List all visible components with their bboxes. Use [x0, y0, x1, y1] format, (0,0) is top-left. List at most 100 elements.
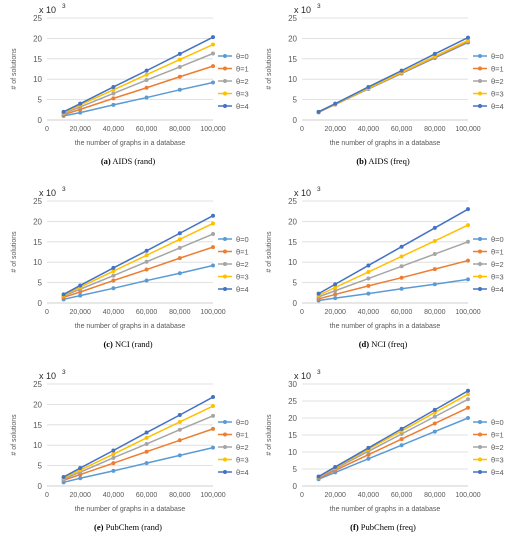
data-point [366, 269, 371, 274]
data-point [177, 237, 182, 242]
legend-swatch-marker [223, 104, 227, 108]
legend-entry-theta2: θ=2 [218, 260, 249, 269]
caption-label: (e) [94, 522, 104, 532]
legend-label: θ=2 [236, 260, 249, 269]
legend-entry-theta2: θ=2 [218, 443, 249, 452]
data-point [333, 282, 338, 287]
y-tick-label: 10 [288, 258, 297, 267]
x-axis-label: the number of graphs in a database [330, 506, 441, 513]
legend-label: θ=4 [491, 285, 504, 294]
x-tick-label: 60,000 [136, 492, 158, 499]
y-tick-label: 15 [288, 238, 297, 247]
data-point [399, 68, 404, 73]
data-point [432, 429, 437, 434]
y-tick-label: 15 [288, 431, 297, 440]
legend-label: θ=1 [236, 431, 249, 440]
data-point [466, 223, 470, 228]
chart-panel-2: 0 5 10 15 20 25 0 20,000 40,000 60,000 80,000 100,0… [266, 3, 504, 166]
caption-text: PubChem (rand) [106, 522, 163, 532]
legend-swatch-marker [223, 262, 227, 266]
data-point [211, 395, 215, 400]
y-tick-label: 25 [33, 14, 42, 23]
y-multiplier-exponent: 3 [317, 3, 321, 10]
data-point [211, 404, 215, 409]
data-point [466, 392, 470, 397]
y-tick-label: 0 [38, 482, 43, 491]
legend-label: θ=4 [491, 468, 504, 477]
data-point [144, 449, 149, 454]
x-axis-label: the number of graphs in a database [330, 323, 441, 330]
caption-label: (c) [103, 339, 113, 349]
series-line-theta4 [63, 396, 214, 478]
legend-label: θ=2 [236, 77, 249, 86]
legend-label: θ=0 [236, 52, 249, 61]
x-axis-label: the number of graphs in a database [75, 323, 186, 330]
legend-entry-theta2: θ=2 [473, 260, 504, 269]
legend-swatch-marker [478, 420, 482, 424]
data-point [466, 397, 470, 402]
data-point [333, 285, 338, 290]
x-tick-label: 20,000 [69, 309, 91, 316]
legend-entry-theta3: θ=3 [473, 456, 504, 465]
data-point [177, 245, 182, 250]
data-point [432, 51, 437, 56]
data-point [366, 456, 371, 461]
x-tick-label: 60,000 [136, 309, 158, 316]
chart-panel-3: 0 5 10 15 20 25 0 20,000 40,000 60,000 80,000 100,0… [11, 186, 249, 349]
data-point [466, 416, 470, 420]
data-point [466, 388, 470, 393]
legend-entry-theta0: θ=0 [218, 52, 249, 61]
x-tick-label: 80,000 [424, 492, 446, 499]
y-multiplier-exponent: 3 [317, 186, 321, 193]
legend-label: θ=4 [491, 102, 504, 111]
data-point [466, 405, 470, 410]
legend-label: θ=3 [236, 456, 249, 465]
data-point [211, 51, 215, 56]
data-point [211, 42, 215, 47]
y-multiplier-exponent: 3 [62, 369, 66, 376]
x-tick-label: 0 [300, 492, 304, 499]
y-tick-label: 25 [288, 397, 297, 406]
data-point [399, 437, 404, 442]
data-point [466, 207, 470, 212]
data-point [211, 245, 215, 250]
legend-swatch-marker [223, 287, 227, 291]
x-tick-label: 100,000 [455, 492, 480, 499]
data-point [144, 278, 149, 283]
legend-swatch-marker [478, 54, 482, 58]
data-point [432, 421, 437, 426]
data-point [177, 453, 182, 458]
legend-label: θ=0 [491, 52, 504, 61]
y-multiplier: x 10 [39, 188, 56, 198]
data-point [211, 35, 215, 40]
series-line-theta4 [318, 208, 469, 295]
x-tick-label: 40,000 [358, 309, 380, 316]
y-tick-label: 10 [33, 441, 42, 450]
legend-swatch-marker [478, 237, 482, 241]
x-tick-label: 0 [45, 126, 49, 133]
data-point [399, 275, 404, 280]
data-point [78, 110, 83, 115]
y-tick-label: 0 [293, 299, 298, 308]
data-point [144, 441, 149, 446]
legend-label: θ=0 [236, 418, 249, 427]
x-tick-label: 100,000 [200, 126, 225, 133]
y-tick-label: 0 [293, 482, 298, 491]
x-tick-label: 40,000 [358, 126, 380, 133]
data-point [78, 283, 83, 288]
series-line-theta4 [63, 215, 214, 296]
legend-label: θ=3 [491, 273, 504, 282]
series-line-theta4 [63, 36, 214, 113]
data-point [61, 475, 66, 480]
data-point [316, 109, 321, 114]
y-multiplier: x 10 [39, 371, 56, 381]
x-tick-label: 100,000 [455, 126, 480, 133]
y-tick-label: 15 [33, 238, 42, 247]
legend-swatch-marker [478, 445, 482, 449]
legend-entry-theta0: θ=0 [218, 235, 249, 244]
legend-swatch-marker [223, 445, 227, 449]
data-point [432, 267, 437, 272]
legend-entry-theta3: θ=3 [218, 456, 249, 465]
series-line-theta4 [318, 390, 469, 478]
legend-entry-theta1: θ=1 [218, 248, 249, 257]
